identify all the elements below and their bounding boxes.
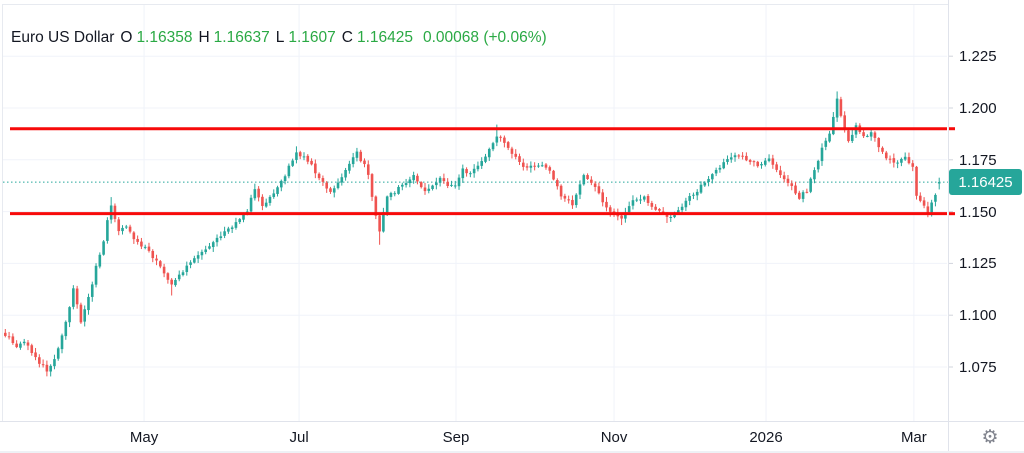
price-tick-label: 1.225 <box>959 48 997 66</box>
gear-icon[interactable]: ⚙ <box>981 427 999 448</box>
close-value: 1.16425 <box>356 29 413 46</box>
time-tick-label: 2026 <box>749 429 783 446</box>
current-price-tag: 1.16425 <box>949 169 1022 195</box>
high-label: H <box>198 29 210 46</box>
time-tick-label: Nov <box>600 429 628 446</box>
time-tick-label: May <box>129 429 159 446</box>
time-tick-label: Jul <box>289 429 309 446</box>
price-tick-label: 1.150 <box>959 203 997 221</box>
symbol-legend: Euro US Dollar O 1.16358 H 1.16637 L 1.1607 C 1.… <box>11 29 547 46</box>
chart-left-border <box>2 4 3 421</box>
open-label: O <box>120 29 133 46</box>
low-label: L <box>275 29 285 46</box>
price-tick-label: 1.125 <box>959 255 997 273</box>
price-tick-label: 1.200 <box>959 100 997 117</box>
chart-bottom-border <box>0 451 1024 453</box>
price-tick-label: 1.100 <box>959 307 997 325</box>
time-tick-label: Sep <box>442 429 470 446</box>
high-value: 1.16637 <box>213 29 270 46</box>
time-tick-label: Mar <box>900 429 927 446</box>
symbol-title: Euro US Dollar <box>11 29 115 46</box>
open-value: 1.16358 <box>136 29 193 46</box>
change-value: 0.00068 (+0.06%) <box>422 29 547 46</box>
chart-top-border <box>2 4 948 5</box>
close-label: C <box>341 29 353 46</box>
price-axis-border <box>948 0 949 453</box>
price-tick-label: 1.175 <box>959 151 997 169</box>
low-value: 1.1607 <box>288 29 336 46</box>
price-tick-label: 1.075 <box>959 359 997 376</box>
time-axis-border <box>0 421 1024 422</box>
